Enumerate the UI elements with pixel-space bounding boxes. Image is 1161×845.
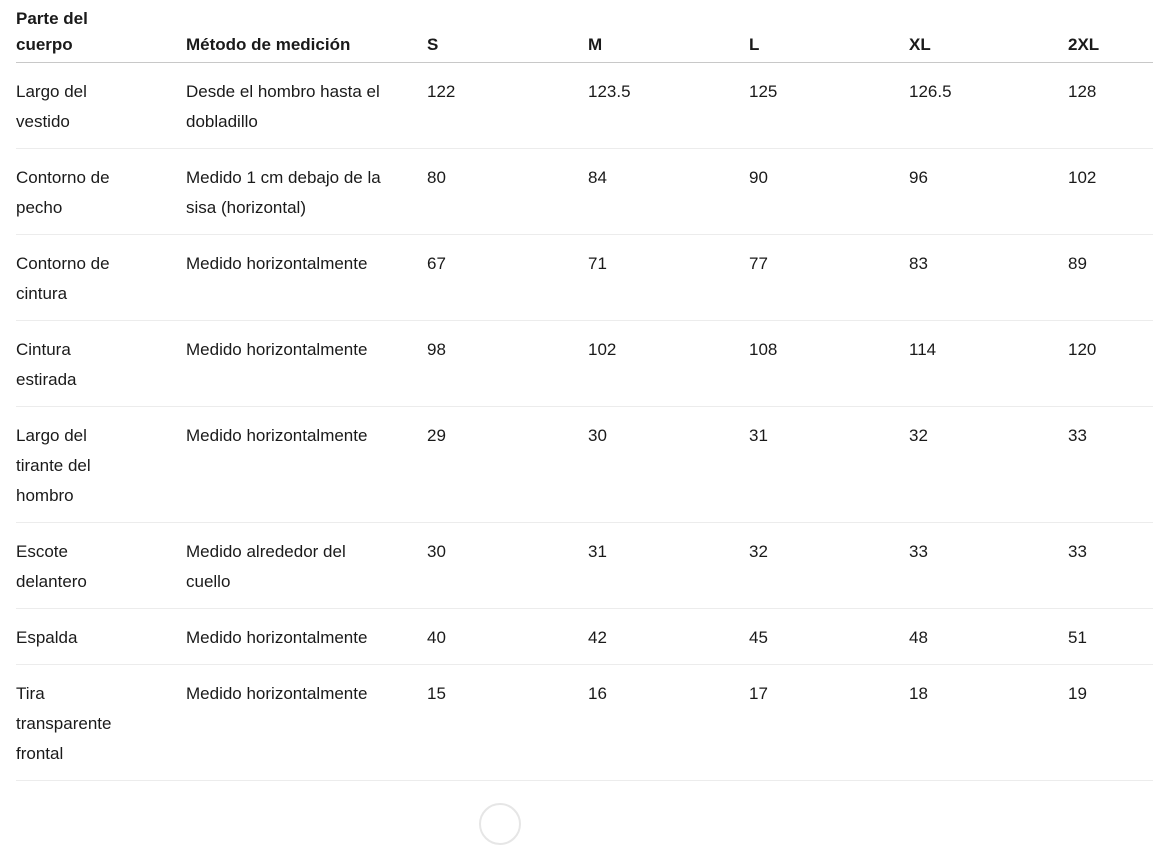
size-value-cell: 33 bbox=[1068, 522, 1153, 609]
column-header-size-xl: XL bbox=[909, 0, 1068, 63]
size-value-cell: 102 bbox=[1068, 148, 1153, 235]
size-value-cell: 77 bbox=[749, 234, 909, 321]
body-part-cell: Tira transparente frontal bbox=[16, 664, 186, 781]
size-chart-body: Largo del vestido Desde el hombro hasta … bbox=[16, 62, 1153, 781]
column-header-size-l: L bbox=[749, 0, 909, 63]
body-part-cell: Escote delantero bbox=[16, 522, 186, 609]
column-header-body-part: Parte del cuerpo bbox=[16, 0, 186, 63]
size-value-cell: 30 bbox=[427, 522, 588, 609]
size-value-cell: 114 bbox=[909, 320, 1068, 407]
floating-action-button-partial[interactable] bbox=[479, 803, 521, 845]
table-row: Contorno de pecho Medido 1 cm debajo de … bbox=[16, 148, 1153, 235]
method-cell: Medido horizontalmente bbox=[186, 608, 427, 665]
method-cell: Medido alrededor del cuello bbox=[186, 522, 427, 609]
size-value-cell: 89 bbox=[1068, 234, 1153, 321]
size-value-cell: 45 bbox=[749, 608, 909, 665]
size-value-cell: 32 bbox=[749, 522, 909, 609]
size-value-cell: 102 bbox=[588, 320, 749, 407]
method-cell: Medido 1 cm debajo de la sisa (horizonta… bbox=[186, 148, 427, 235]
body-part-cell: Largo del vestido bbox=[16, 62, 186, 149]
table-row: Escote delantero Medido alrededor del cu… bbox=[16, 522, 1153, 609]
table-row: Largo del tirante del hombro Medido hori… bbox=[16, 406, 1153, 523]
size-value-cell: 31 bbox=[749, 406, 909, 523]
column-header-method: Método de medición bbox=[186, 0, 427, 63]
size-value-cell: 98 bbox=[427, 320, 588, 407]
column-header-size-m: M bbox=[588, 0, 749, 63]
column-header-size-2xl: 2XL bbox=[1068, 0, 1153, 63]
size-value-cell: 67 bbox=[427, 234, 588, 321]
size-value-cell: 84 bbox=[588, 148, 749, 235]
size-chart-header: Parte del cuerpo Método de medición S M … bbox=[16, 0, 1153, 63]
body-part-cell: Cintura estirada bbox=[16, 320, 186, 407]
size-value-cell: 122 bbox=[427, 62, 588, 149]
size-value-cell: 96 bbox=[909, 148, 1068, 235]
size-value-cell: 33 bbox=[1068, 406, 1153, 523]
body-part-cell: Contorno de cintura bbox=[16, 234, 186, 321]
header-row: Parte del cuerpo Método de medición S M … bbox=[16, 0, 1153, 63]
method-cell: Medido horizontalmente bbox=[186, 664, 427, 781]
size-value-cell: 33 bbox=[909, 522, 1068, 609]
body-part-cell: Espalda bbox=[16, 608, 186, 665]
size-value-cell: 51 bbox=[1068, 608, 1153, 665]
size-value-cell: 83 bbox=[909, 234, 1068, 321]
size-value-cell: 16 bbox=[588, 664, 749, 781]
size-value-cell: 32 bbox=[909, 406, 1068, 523]
size-value-cell: 15 bbox=[427, 664, 588, 781]
method-cell: Medido horizontalmente bbox=[186, 406, 427, 523]
size-value-cell: 123.5 bbox=[588, 62, 749, 149]
size-value-cell: 90 bbox=[749, 148, 909, 235]
table-row: Espalda Medido horizontalmente 40 42 45 … bbox=[16, 608, 1153, 665]
size-chart-table: Parte del cuerpo Método de medición S M … bbox=[16, 0, 1153, 781]
size-value-cell: 31 bbox=[588, 522, 749, 609]
method-cell: Medido horizontalmente bbox=[186, 234, 427, 321]
size-value-cell: 125 bbox=[749, 62, 909, 149]
method-cell: Medido horizontalmente bbox=[186, 320, 427, 407]
column-header-size-s: S bbox=[427, 0, 588, 63]
size-value-cell: 48 bbox=[909, 608, 1068, 665]
size-value-cell: 17 bbox=[749, 664, 909, 781]
table-row: Largo del vestido Desde el hombro hasta … bbox=[16, 62, 1153, 149]
size-value-cell: 128 bbox=[1068, 62, 1153, 149]
method-cell: Desde el hombro hasta el dobladillo bbox=[186, 62, 427, 149]
body-part-cell: Largo del tirante del hombro bbox=[16, 406, 186, 523]
size-value-cell: 108 bbox=[749, 320, 909, 407]
size-value-cell: 29 bbox=[427, 406, 588, 523]
table-row: Tira transparente frontal Medido horizon… bbox=[16, 664, 1153, 781]
size-value-cell: 19 bbox=[1068, 664, 1153, 781]
size-value-cell: 120 bbox=[1068, 320, 1153, 407]
table-row: Contorno de cintura Medido horizontalmen… bbox=[16, 234, 1153, 321]
size-value-cell: 71 bbox=[588, 234, 749, 321]
size-value-cell: 40 bbox=[427, 608, 588, 665]
size-value-cell: 126.5 bbox=[909, 62, 1068, 149]
size-value-cell: 18 bbox=[909, 664, 1068, 781]
size-value-cell: 42 bbox=[588, 608, 749, 665]
body-part-cell: Contorno de pecho bbox=[16, 148, 186, 235]
size-value-cell: 80 bbox=[427, 148, 588, 235]
table-row: Cintura estirada Medido horizontalmente … bbox=[16, 320, 1153, 407]
size-value-cell: 30 bbox=[588, 406, 749, 523]
